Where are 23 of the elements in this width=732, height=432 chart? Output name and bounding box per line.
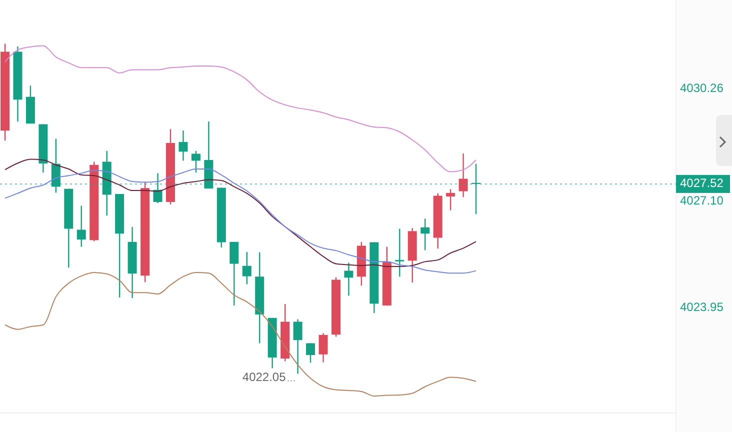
ref-line-label: 4027.52 xyxy=(680,176,724,190)
candlestick xyxy=(458,152,468,198)
y-tick-label: 4027.10 xyxy=(680,194,724,208)
candlestick xyxy=(178,130,188,162)
candlestick xyxy=(76,205,86,248)
candlestick xyxy=(395,228,404,278)
y-tick-label: 4023.95 xyxy=(680,300,724,314)
candlestick xyxy=(446,188,456,211)
line-series xyxy=(4,45,476,172)
y-tick-label: 4030.26 xyxy=(680,81,724,96)
candlestick xyxy=(472,163,480,215)
candlestick xyxy=(230,241,239,306)
candlestick xyxy=(293,318,302,374)
candlestick xyxy=(191,150,200,174)
candlestick xyxy=(306,342,316,364)
candlestick xyxy=(51,138,60,194)
candlestick xyxy=(420,218,430,251)
candlestick xyxy=(344,262,354,296)
line-series xyxy=(4,272,476,396)
candlestick xyxy=(242,251,252,285)
candlestick xyxy=(153,172,162,204)
candlestick xyxy=(318,332,328,363)
annotation: 4022.05 xyxy=(242,370,286,384)
